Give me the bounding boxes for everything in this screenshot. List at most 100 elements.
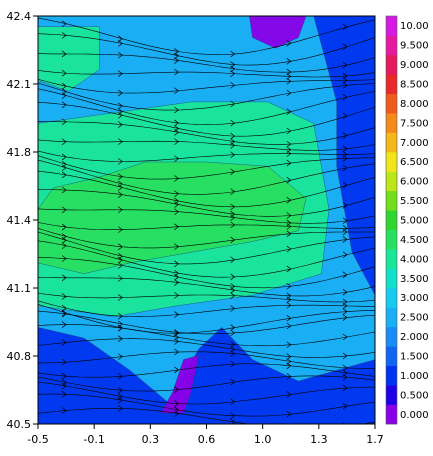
- streamline-arrow: [342, 43, 348, 51]
- streamline-arrow: [61, 101, 67, 109]
- streamline-arrow: [230, 151, 236, 159]
- x-tick-label: 0.3: [142, 433, 160, 446]
- streamline-arrow: [286, 212, 292, 219]
- streamline-arrow: [174, 366, 180, 374]
- streamline-arrow: [230, 214, 236, 221]
- streamline-arrow: [118, 353, 123, 360]
- streamline-arrow: [342, 145, 348, 152]
- y-tick-label: 42.1: [7, 78, 32, 91]
- streamline-arrow: [118, 206, 123, 214]
- streamline-arrow: [342, 82, 348, 89]
- y-tick-label: 42.4: [7, 10, 32, 23]
- streamline-arrow: [286, 245, 292, 253]
- streamline-arrow: [118, 396, 123, 404]
- streamline: [38, 310, 375, 335]
- streamline: [38, 231, 375, 265]
- streamline-arrow: [230, 256, 236, 264]
- colorbar-swatch: [386, 16, 397, 36]
- streamline: [38, 381, 375, 405]
- streamline-arrow: [230, 324, 236, 331]
- streamline-arrow: [230, 292, 236, 299]
- streamline-arrow: [342, 298, 348, 306]
- streamline-arrow: [286, 68, 292, 76]
- streamline-arrow: [118, 191, 123, 198]
- streamline-arrow: [61, 274, 67, 282]
- streamline-arrow: [230, 236, 236, 244]
- streamline: [38, 338, 375, 358]
- streamline: [38, 139, 375, 151]
- colorbar-label: 7.000: [400, 138, 429, 149]
- streamline: [38, 407, 375, 424]
- streamline-arrow: [118, 393, 123, 400]
- streamline-arrow: [230, 418, 236, 424]
- x-tick-label: 1.0: [254, 433, 272, 446]
- streamline-arrow: [118, 252, 123, 260]
- streamline-arrow: [286, 353, 292, 360]
- streamline-arrow: [286, 127, 292, 135]
- streamline-arrow: [174, 406, 180, 414]
- streamline-arrow: [118, 312, 123, 320]
- streamline-arrow: [118, 158, 123, 165]
- streamline: [38, 277, 375, 297]
- y-tick-label: 40.8: [7, 350, 32, 363]
- streamline-arrow: [286, 89, 292, 97]
- streamline: [38, 228, 375, 249]
- streamline-arrow: [118, 89, 123, 97]
- streamline-arrow: [61, 255, 67, 262]
- streamline: [38, 150, 375, 162]
- streamline-arrow: [174, 106, 180, 114]
- streamline-arrow: [286, 77, 292, 85]
- streamline-arrow: [286, 140, 292, 148]
- streamline-arrow: [118, 121, 123, 128]
- y-tick-label: 40.5: [7, 418, 32, 431]
- streamline: [38, 351, 375, 369]
- streamline-arrow: [118, 51, 123, 59]
- streamline-arrow: [61, 160, 67, 168]
- streamline: [38, 33, 375, 66]
- colorbar-swatch: [386, 54, 397, 75]
- streamline-arrow: [118, 372, 123, 380]
- streamline: [38, 304, 375, 334]
- streamline-arrow: [118, 387, 123, 394]
- streamline-arrow: [174, 208, 180, 216]
- streamline-arrow: [286, 358, 292, 365]
- colorbar-swatch: [386, 268, 397, 289]
- streamline-arrow: [342, 151, 348, 158]
- x-tick-label: 1.7: [366, 433, 384, 446]
- streamline-arrow: [61, 186, 67, 194]
- streamline-arrow: [61, 82, 67, 90]
- y-tick-label: 41.1: [7, 282, 32, 295]
- streamline-arrow: [286, 230, 292, 238]
- streamline-arrow: [342, 217, 348, 225]
- streamline-arrow: [118, 173, 123, 180]
- streamline: [38, 70, 375, 78]
- streamline-arrow: [230, 305, 236, 312]
- streamline-arrow: [230, 203, 236, 211]
- colorbar-label: 3.000: [400, 293, 429, 304]
- streamline-arrow: [286, 39, 292, 47]
- streamline-arrow: [174, 87, 180, 95]
- streamline: [38, 222, 375, 230]
- colorbar-label: 5.000: [400, 216, 429, 227]
- streamline-arrow: [61, 242, 67, 250]
- colorbar-frame: [385, 15, 398, 425]
- y-axis: 40.5 40.8 41.1 41.4 41.8 42.1 42.4: [7, 10, 38, 431]
- streamline-arrow: [342, 202, 348, 209]
- x-tick-label: 0.6: [198, 433, 216, 446]
- field-region-south-min: [160, 355, 200, 414]
- streamline-arrow: [286, 322, 292, 330]
- colorbar-swatch: [386, 326, 397, 347]
- streamline-arrow: [61, 233, 67, 240]
- colorbar-swatch: [386, 35, 397, 56]
- streamline-arrow: [174, 386, 180, 393]
- colorbar-swatch: [386, 307, 397, 328]
- streamline-arrow: [118, 108, 123, 115]
- colorbar-label: 0.500: [400, 390, 429, 401]
- streamline-arrow: [61, 321, 67, 328]
- streamline-arrow: [286, 159, 292, 167]
- colorbar-swatch: [386, 93, 397, 114]
- streamline-arrow: [61, 407, 67, 414]
- streamline-arrow: [174, 243, 180, 250]
- streamline: [38, 53, 375, 73]
